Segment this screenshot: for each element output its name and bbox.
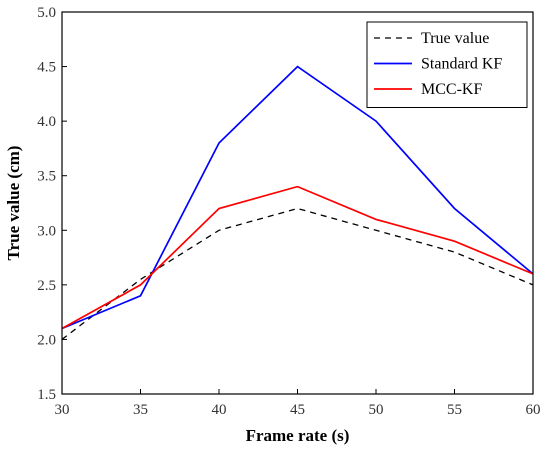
legend: True value Standard KF MCC-KF bbox=[366, 21, 528, 108]
y-axis-title: True value (cm) bbox=[4, 146, 23, 261]
legend-label: True value bbox=[421, 30, 489, 47]
x-tick-label: 35 bbox=[133, 402, 148, 418]
legend-box bbox=[366, 21, 528, 108]
series-line-mcc-kf bbox=[61, 185, 534, 330]
x-tick-label: 55 bbox=[447, 402, 462, 418]
x-tick-label: 30 bbox=[55, 402, 70, 418]
legend-label: MCC-KF bbox=[421, 81, 482, 98]
y-tick-label: 3.0 bbox=[37, 223, 56, 239]
y-tick-label: 4.5 bbox=[37, 60, 56, 76]
y-tick-label: 1.5 bbox=[37, 387, 56, 403]
x-tick-label: 60 bbox=[526, 402, 541, 418]
x-tick-label: 50 bbox=[369, 402, 384, 418]
x-tick-label: 45 bbox=[290, 402, 305, 418]
y-tick-label: 2.0 bbox=[37, 332, 56, 348]
y-tick-label: 5.0 bbox=[37, 5, 56, 21]
series-layer bbox=[61, 65, 534, 340]
y-tick-label: 2.5 bbox=[37, 278, 56, 294]
y-tick-label: 3.5 bbox=[37, 169, 56, 185]
series-line-standard-kf bbox=[61, 65, 534, 330]
y-tick-label: 4.0 bbox=[37, 114, 56, 130]
series-line-true-value bbox=[61, 207, 534, 340]
x-axis-title: Frame rate (s) bbox=[246, 426, 350, 445]
tick-layer: 30 35 40 45 50 55 60 1.5 2.0 2.5 3.0 3.5 4.0 4.5 5.0 bbox=[37, 5, 540, 418]
x-tick-label: 40 bbox=[212, 402, 227, 418]
legend-label: Standard KF bbox=[421, 56, 502, 73]
